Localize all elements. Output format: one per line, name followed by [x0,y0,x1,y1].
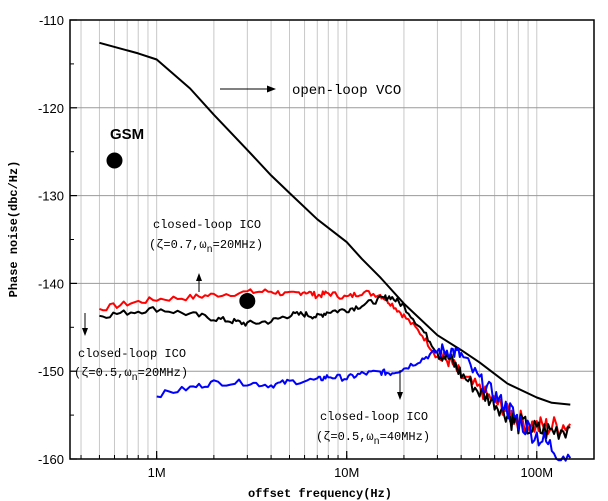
open-loop-arrowhead [267,85,276,93]
closed-a-params: (ζ=0.7,ωn=20MHz) [149,238,263,256]
series-line-open-loop [99,41,571,406]
series-line-closed-0.5-40MHz [156,343,572,462]
x-tick-label: 1M [148,465,166,480]
x-axis-title: offset frequency(Hz) [248,487,392,501]
annotation-closed-c: closed-loop ICO (ζ=0.5,ωn=40MHz) [316,370,430,448]
series-line-closed-0.5-20MHz [99,294,571,440]
annotation-closed-a: closed-loop ICO (ζ=0.7,ωn=20MHz) [149,218,263,292]
marker-gsm-point [106,152,123,169]
x-tick-label: 100M [521,465,554,480]
tick-labels: -110 -120 -130 -140 -150 -160 1M 10M 100M [38,13,553,480]
closed-b-title: closed-loop ICO [78,347,186,361]
gsm-label: GSM [110,126,144,143]
open-loop-label: open-loop VCO [292,83,401,99]
closed-c-title: closed-loop ICO [320,410,428,424]
marker-icl-point [239,292,256,309]
x-tick-label: 10M [334,465,359,480]
y-tick-label: -140 [38,276,64,291]
closed-b-params: (ζ=0.5,ωn=20MHz) [74,366,188,384]
y-tick-label: -130 [38,189,64,204]
y-axis-title: Phase noise(dbc/Hz) [7,161,21,298]
series-layer [99,41,572,462]
y-tick-label: -150 [38,364,64,379]
closed-c-params: (ζ=0.5,ωn=40MHz) [316,430,430,448]
closed-a-arrowhead [196,273,202,281]
y-tick-label: -120 [38,101,64,116]
closed-a-title: closed-loop ICO [153,218,261,232]
y-tick-label: -160 [38,452,64,467]
y-tick-label: -110 [39,13,64,28]
axis-ticks [70,19,538,460]
closed-c-arrowhead [397,392,403,400]
annotation-closed-b: closed-loop ICO (ζ=0.5,ωn=20MHz) [74,313,188,384]
annotation-open-loop: open-loop VCO [220,83,401,99]
marker-layer [106,152,256,309]
closed-b-arrowhead [82,328,88,336]
